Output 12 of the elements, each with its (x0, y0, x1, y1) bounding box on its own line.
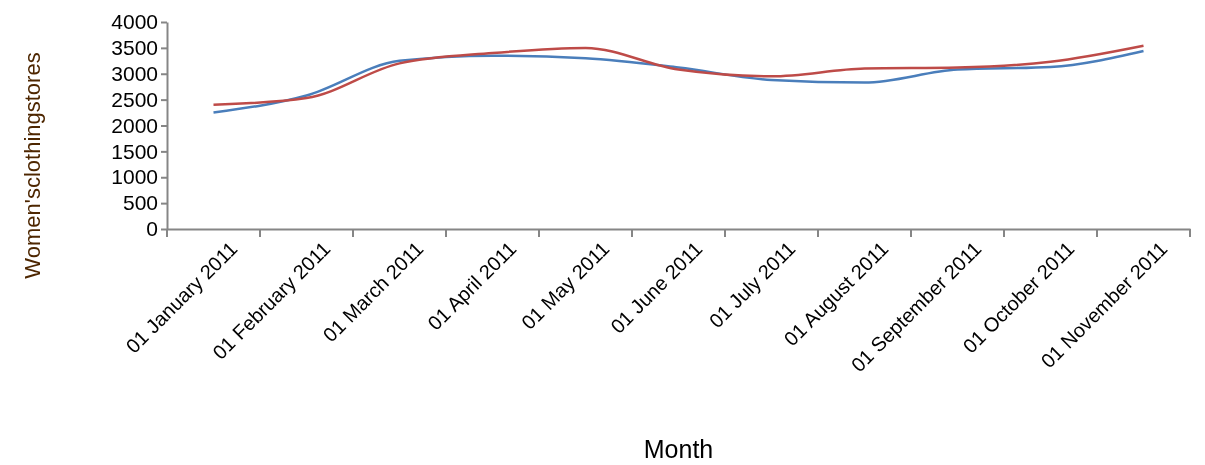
y-tick-label: 0 (146, 217, 158, 241)
x-axis-title: Month (643, 435, 714, 463)
y-tick-label: 4000 (111, 10, 158, 34)
y-tick-label: 2000 (111, 113, 158, 137)
y-axis-title: Women'sclothingstores (20, 52, 45, 279)
y-tick-label: 1000 (111, 165, 158, 189)
y-tick-label: 3000 (111, 61, 158, 85)
line-series (212, 44, 1145, 107)
y-tick-label: 2500 (111, 87, 158, 111)
y-tick-label: 3500 (111, 36, 158, 60)
y-tick-label: 1500 (111, 139, 158, 163)
y-tick-label: 500 (122, 191, 158, 215)
